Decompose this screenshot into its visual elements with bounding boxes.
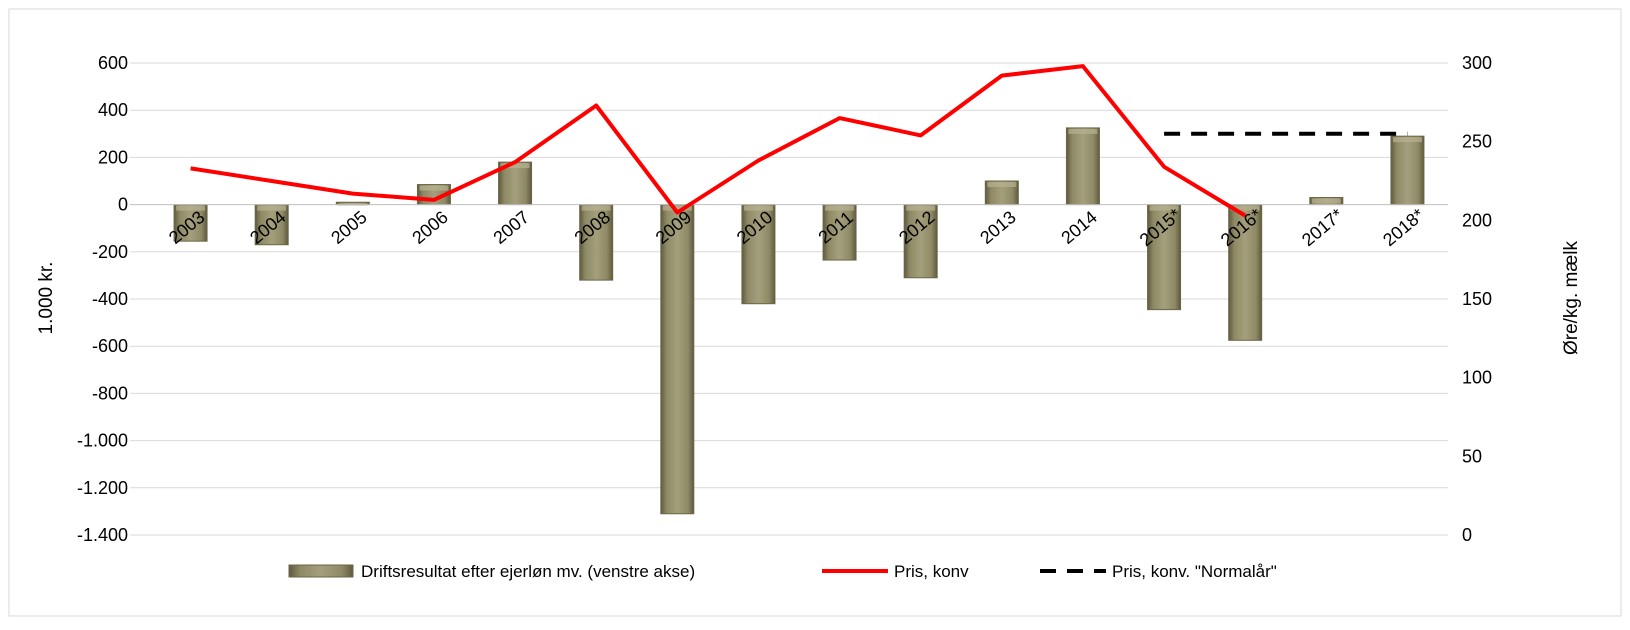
bar-bevel — [257, 205, 287, 211]
legend-swatch-bars — [288, 564, 354, 578]
right-axis-title: Øre/kg. mælk — [1561, 240, 1582, 355]
bar-2016-star — [1228, 204, 1263, 341]
legend-label-normal: Pris, konv. "Normalår" — [1112, 562, 1277, 581]
left-tick-label: 200 — [98, 147, 128, 167]
bar-2015-star — [1147, 204, 1182, 311]
left-tick-label: -1.000 — [77, 431, 128, 451]
bar-2017-star — [1309, 197, 1344, 206]
bar-2011 — [822, 204, 857, 261]
left-tick-label: -1.200 — [77, 478, 128, 498]
bar-bevel — [1311, 198, 1341, 204]
grid-lines — [130, 62, 1448, 536]
left-axis-ticks: 600 400 200 0 -200 -400 -600 -800 -1.000 -1.200 -1… — [77, 53, 128, 545]
left-tick-label: -600 — [92, 336, 128, 356]
bar-bevel — [1068, 128, 1098, 134]
right-tick-label: 100 — [1462, 368, 1492, 388]
right-axis-ticks: 300 250 200 150 100 50 0 — [1462, 53, 1492, 545]
left-tick-label: -800 — [92, 383, 128, 403]
left-tick-label: -200 — [92, 242, 128, 262]
price-line — [190, 64, 1247, 218]
legend-item-normal: Pris, konv. "Normalår" — [1040, 562, 1277, 581]
bar-body — [1065, 127, 1100, 206]
bar-2012 — [903, 204, 938, 279]
bar-bevel — [743, 205, 773, 211]
right-tick-label: 200 — [1462, 210, 1492, 230]
left-tick-label: 0 — [118, 195, 128, 215]
line-series — [190, 64, 1408, 218]
right-tick-label: 250 — [1462, 132, 1492, 152]
left-tick-label: -1.400 — [77, 525, 128, 545]
bar-2004 — [254, 204, 289, 246]
bar-bevel — [176, 205, 206, 211]
left-tick-label: 600 — [98, 53, 128, 73]
chart-frame — [8, 8, 1622, 617]
bar-2010 — [741, 204, 776, 305]
bar-bevel — [419, 185, 449, 191]
bar-2018-star — [1390, 135, 1425, 206]
bar-body — [822, 204, 857, 261]
bar-body — [254, 204, 289, 246]
left-axis-title: 1.000 kr. — [36, 262, 57, 335]
bar-bevel — [825, 205, 855, 211]
bar-bevel — [662, 205, 692, 211]
bar-body — [741, 204, 776, 305]
bar-bevel — [987, 182, 1017, 187]
bar-body — [660, 204, 695, 515]
left-tick-label: 400 — [98, 100, 128, 120]
left-tick-label: -400 — [92, 289, 128, 309]
right-tick-label: 300 — [1462, 53, 1492, 73]
bar-bevel — [500, 163, 530, 169]
bar-body — [1228, 204, 1263, 341]
right-tick-label: 50 — [1462, 446, 1482, 466]
right-tick-label: 0 — [1462, 525, 1472, 545]
legend: Driftsresultat efter ejerløn mv. (venstr… — [288, 562, 1277, 581]
legend-label-price: Pris, konv — [894, 562, 969, 581]
bar-2013 — [984, 180, 1019, 206]
bar-2009 — [660, 204, 695, 515]
bar-2008 — [579, 204, 614, 281]
legend-label-bars: Driftsresultat efter ejerløn mv. (venstr… — [361, 562, 695, 581]
bar-bevel — [1392, 137, 1422, 143]
bar-body — [1390, 135, 1425, 206]
bar-body — [903, 204, 938, 279]
bar-bevel — [1230, 205, 1260, 211]
right-tick-label: 150 — [1462, 289, 1492, 309]
legend-item-bars: Driftsresultat efter ejerløn mv. (venstr… — [288, 562, 695, 581]
bar-bevel — [581, 205, 611, 211]
bar-bevel — [1149, 205, 1179, 211]
bar-2014 — [1065, 127, 1100, 206]
legend-item-price: Pris, konv — [822, 562, 969, 581]
bar-body — [579, 204, 614, 281]
bar-bevel — [906, 205, 936, 211]
bar-body — [1147, 204, 1182, 311]
